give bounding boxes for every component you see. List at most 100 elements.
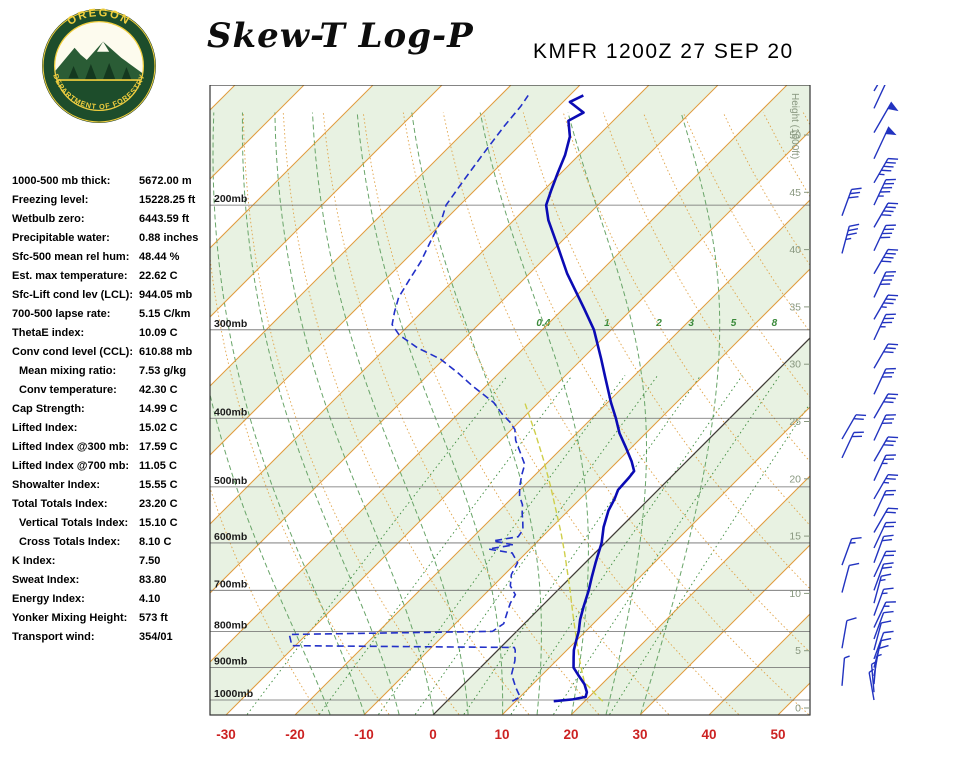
pressure-label: 900mb <box>214 656 247 668</box>
skewt-chart: 0.4 1 2 3 5 8200mb300mb400mb500mb600mb700mb80… <box>209 85 811 742</box>
stat-row: Showalter Index: 15.55 C <box>12 476 214 495</box>
wind-barb <box>873 620 892 651</box>
stat-label: Wetbulb zero: <box>12 213 85 225</box>
stat-label: Transport wind: <box>12 631 95 643</box>
wind-barb <box>841 223 860 254</box>
wind-barb <box>841 562 860 593</box>
stat-value: 23.20 C <box>139 498 178 510</box>
pressure-label: 400mb <box>214 406 247 418</box>
stat-label: Showalter Index: <box>12 479 101 491</box>
temp-tick-label: 50 <box>770 727 785 742</box>
stat-value: 944.05 mb <box>139 289 193 301</box>
pressure-label: 1000mb <box>214 688 253 700</box>
wind-barb <box>873 521 896 549</box>
wind-barb <box>873 157 899 184</box>
stat-value: 0.88 inches <box>139 232 199 244</box>
height-tick-label: 15 <box>789 531 801 543</box>
wind-barb <box>873 473 899 500</box>
height-tick-label: 35 <box>789 301 801 313</box>
temp-tick-label: -30 <box>216 727 236 742</box>
stat-row: Est. max temperature: 22.62 C <box>12 267 214 286</box>
wind-barb <box>873 367 896 395</box>
pressure-label: 500mb <box>214 475 247 487</box>
stat-row: Lifted Index @300 mb: 17.59 C <box>12 438 214 457</box>
isotherm-bands <box>210 85 810 715</box>
temp-tick-label: 30 <box>632 727 647 742</box>
stat-value: 15228.25 ft <box>139 194 196 206</box>
stat-value: 15.02 C <box>139 422 178 434</box>
stat-value: 22.62 C <box>139 270 178 282</box>
wind-barb-column <box>841 85 899 701</box>
wind-barb <box>873 637 892 668</box>
stat-value: 5.15 C/km <box>139 308 191 320</box>
page-title: Skew-T Log-P <box>207 16 474 56</box>
temp-axis-labels: -30 -20 -10 0 10 20 30 40 50 <box>216 727 785 742</box>
stat-label: Lifted Index @700 mb: <box>12 460 130 472</box>
wind-barb <box>873 534 894 564</box>
wind-barb <box>873 587 894 616</box>
stat-label: Sweat Index: <box>12 574 80 586</box>
height-tick-label: 10 <box>789 588 801 600</box>
temp-tick-label: 40 <box>701 727 716 742</box>
stat-value: 17.59 C <box>139 441 178 453</box>
stat-row: K Index: 7.50 <box>12 552 214 571</box>
wind-barb <box>873 562 894 591</box>
stat-row: 700-500 lapse rate: 5.15 C/km <box>12 305 214 324</box>
height-tick-label: 45 <box>789 187 801 199</box>
wind-barb <box>873 573 892 604</box>
stat-label: Lifted Index @300 mb: <box>12 441 130 453</box>
wind-barb <box>873 294 899 320</box>
stat-value: 7.50 <box>139 555 161 567</box>
pressure-label: 800mb <box>214 619 247 631</box>
stat-value: 5672.00 m <box>139 175 192 187</box>
stat-label: Cross Totals Index: <box>19 536 121 548</box>
mixing-ratio-label: 5 <box>731 318 737 329</box>
wind-barb <box>873 126 897 160</box>
stat-value: 4.10 <box>139 593 161 605</box>
stat-row: Conv temperature: 42.30 C <box>12 381 214 400</box>
chart-root: 0.4 1 2 3 5 8200mb300mb400mb500mb600mb700mb80… <box>209 85 811 742</box>
stat-row: Sweat Index: 83.80 <box>12 571 214 590</box>
stat-value: 14.99 C <box>139 403 178 415</box>
stat-label: K Index: <box>12 555 56 567</box>
wind-barb <box>873 313 896 341</box>
wind-barb <box>873 343 899 369</box>
logo-emblem <box>55 22 143 110</box>
stat-value: 610.88 mb <box>139 346 193 358</box>
wind-barb <box>873 454 896 481</box>
stat-label: Conv cond level (CCL): <box>12 346 134 358</box>
stat-row: Cap Strength: 14.99 C <box>12 400 214 419</box>
stat-value: 573 ft <box>139 612 168 624</box>
wind-barb <box>873 414 896 441</box>
wind-barb <box>873 85 889 92</box>
wind-barb <box>841 537 862 566</box>
stat-value: 7.53 g/kg <box>139 365 187 377</box>
stat-row: Precipitable water: 0.88 inches <box>12 229 214 248</box>
moist-adiabats <box>210 112 721 715</box>
pressure-label: 600mb <box>214 531 247 543</box>
wind-barb <box>873 550 896 578</box>
wind-barb <box>841 655 850 686</box>
stat-value: 15.55 C <box>139 479 178 491</box>
stat-row: ThetaE index: 10.09 C <box>12 324 214 343</box>
stat-row: Freezing level: 15228.25 ft <box>12 191 214 210</box>
indices-panel: 1000-500 mb thick: 5672.00 m Freezing leve… <box>12 172 214 647</box>
zero-isotherm-line <box>432 337 810 715</box>
wind-barb <box>841 187 862 216</box>
temp-tick-label: -10 <box>354 727 374 742</box>
temp-tick-label: -20 <box>285 727 305 742</box>
chart-plot-area: 0.4 1 2 3 5 8 <box>210 85 810 715</box>
height-tick-label: 40 <box>789 244 801 256</box>
wind-barb <box>841 431 864 459</box>
stat-value: 48.44 % <box>139 251 180 263</box>
stat-label: Mean mixing ratio: <box>19 365 117 377</box>
stat-row: Lifted Index: 15.02 C <box>12 419 214 438</box>
height-tick-label: 30 <box>789 359 801 371</box>
wind-barb <box>873 271 896 298</box>
wind-barb <box>873 507 899 533</box>
stat-value: 11.05 C <box>139 460 177 472</box>
height-axis-title: Height (1000ft) <box>789 93 800 159</box>
mixing-ratio-label: 1 <box>604 318 610 329</box>
stat-value: 83.80 <box>139 574 167 586</box>
stat-label: Freezing level: <box>12 194 89 206</box>
